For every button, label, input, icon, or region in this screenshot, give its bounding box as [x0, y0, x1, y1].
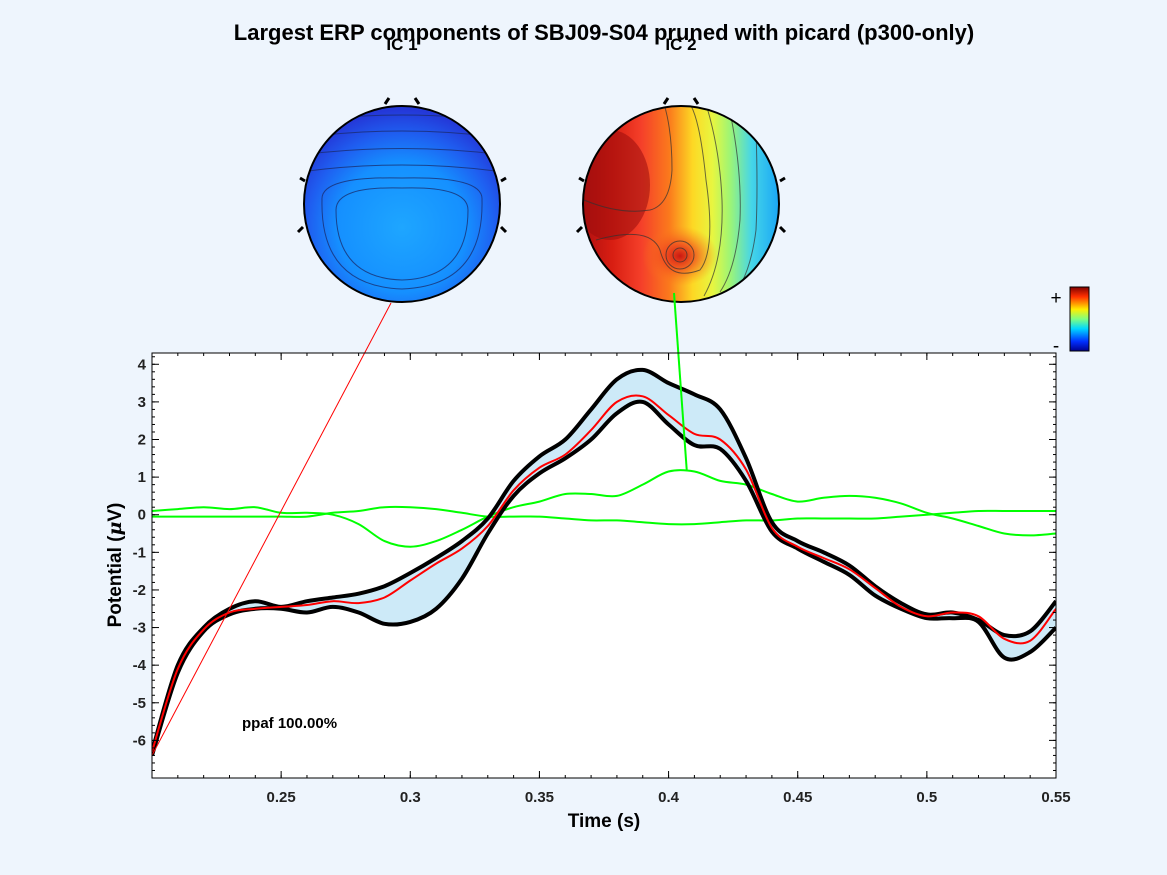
- x-axis-label: Time (s): [568, 811, 641, 832]
- component-line-ic1: [152, 469, 1056, 548]
- y-tick-label: -4: [133, 657, 147, 674]
- topomap-ic1-label: IC 1: [386, 35, 417, 54]
- y-tick-label: 0: [138, 507, 146, 524]
- x-tick-label: 0.5: [916, 789, 937, 806]
- y-tick-label: -2: [133, 582, 146, 599]
- y-tick-label: 2: [138, 432, 146, 449]
- y-tick-label: 3: [138, 394, 146, 411]
- x-tick-label: 0.55: [1041, 789, 1070, 806]
- topomap-ic2-label: IC 2: [665, 35, 696, 54]
- topomap-ic1: IC 1: [296, 35, 508, 303]
- plot-frame: [151, 352, 1057, 779]
- plot-area: 0.25 0.3 0.35 0.4 0.45 0.5 0.55-6-5-4-3-2-1012…: [104, 292, 1071, 832]
- figure-title: Largest ERP components of SBJ09-S04 prun…: [234, 20, 974, 45]
- connector-ic1: [151, 302, 392, 756]
- annotation-ppaf: ppaf 100.00%: [242, 715, 337, 732]
- x-tick-label: 0.45: [783, 789, 812, 806]
- x-tick-label: 0.4: [658, 789, 680, 806]
- erp-line: [152, 394, 1056, 752]
- head-ears-nose-ic2: [575, 97, 787, 234]
- y-tick-label: -3: [133, 620, 146, 637]
- x-tick-label: 0.25: [267, 789, 296, 806]
- head-ears-nose-ic1: [296, 97, 508, 234]
- y-tick-label: -5: [133, 695, 146, 712]
- colorbar: + -: [1050, 286, 1090, 357]
- connector-ic2: [673, 292, 688, 470]
- x-tick-label: 0.35: [525, 789, 554, 806]
- y-tick-label: -6: [133, 732, 146, 749]
- envelope-upper-line: [152, 367, 1056, 753]
- y-axis-label: Potential (μV): [104, 503, 126, 628]
- colorbar-minus-label: -: [1053, 336, 1059, 357]
- x-tick-label: 0.3: [400, 789, 421, 806]
- colorbar-plus-label: +: [1050, 288, 1061, 309]
- y-tick-label: 1: [138, 469, 146, 486]
- y-tick-label: 4: [138, 356, 147, 373]
- envelope-lower-line: [152, 399, 1056, 756]
- component-line-ic2: [152, 505, 1056, 526]
- y-tick-label: -1: [133, 544, 146, 561]
- topomap-ic2: IC 2: [575, 35, 787, 303]
